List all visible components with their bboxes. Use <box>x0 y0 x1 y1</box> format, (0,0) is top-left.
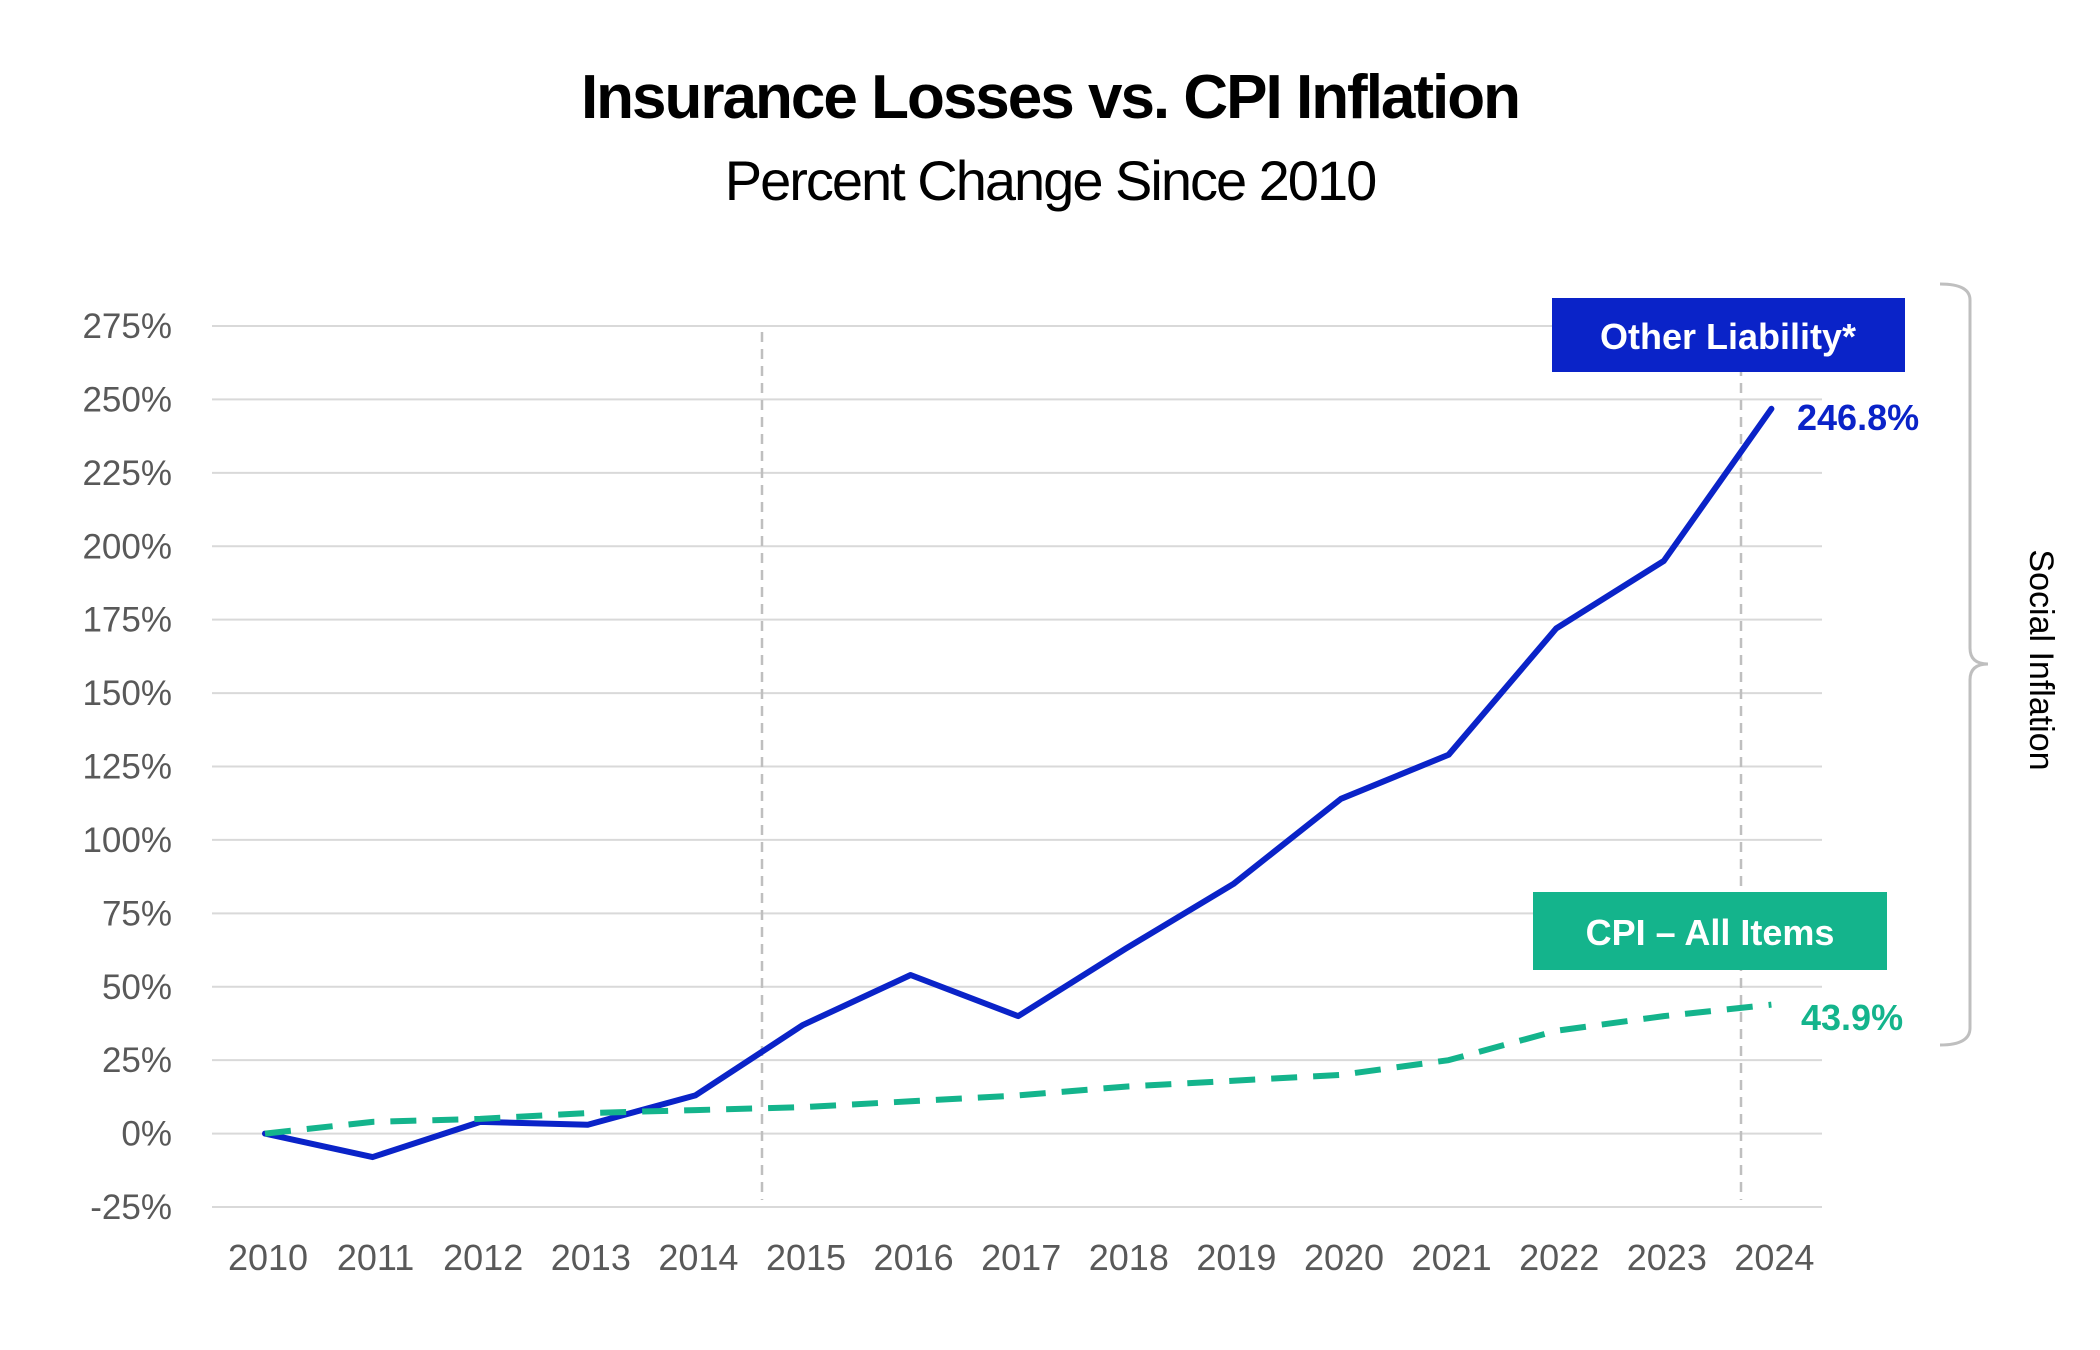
y-tick-label: 50% <box>102 968 172 1007</box>
legend: Other Liability* CPI – All Items <box>1533 298 1905 970</box>
y-tick-label: 275% <box>82 307 172 346</box>
bracket-label: Social Inflation <box>2022 549 2060 770</box>
x-tick-label: 2017 <box>981 1237 1061 1278</box>
y-tick-label: 150% <box>82 674 172 713</box>
y-tick-label: 225% <box>82 454 172 493</box>
y-tick-label: 175% <box>82 601 172 640</box>
series-line-cpi <box>264 1001 1772 1137</box>
chart-subtitle: Percent Change Since 2010 <box>724 149 1378 212</box>
chart-title: Insurance Losses vs. CPI Inflation <box>580 63 1521 132</box>
series-line-other-liability <box>262 405 1775 1161</box>
y-tick-label: 125% <box>82 748 172 787</box>
x-tick-label: 2023 <box>1627 1237 1707 1278</box>
x-tick-label: 2022 <box>1519 1237 1599 1278</box>
bracket-shape <box>1939 282 1989 1047</box>
x-tick-label: 2019 <box>1196 1237 1276 1278</box>
y-tick-label: 100% <box>82 821 172 860</box>
x-tick-label: 2013 <box>551 1237 631 1278</box>
x-tick-label: 2012 <box>443 1237 523 1278</box>
gridlines <box>212 325 1822 1208</box>
y-tick-label: 0% <box>121 1115 172 1154</box>
x-tick-label: 2018 <box>1089 1237 1169 1278</box>
y-tick-label: 200% <box>82 527 172 566</box>
x-tick-label: 2010 <box>228 1237 308 1278</box>
y-tick-label: 25% <box>102 1041 172 1080</box>
end-label-cpi: 43.9% <box>1801 997 1903 1038</box>
end-label-other-liability: 246.8% <box>1797 397 1919 438</box>
x-tick-label: 2014 <box>658 1237 738 1278</box>
social-inflation-bracket: Social Inflation <box>1939 282 2060 1047</box>
x-tick-label: 2021 <box>1412 1237 1492 1278</box>
x-tick-label: 2020 <box>1304 1237 1384 1278</box>
legend-box-other-liability <box>1552 298 1905 372</box>
legend-box-cpi <box>1533 892 1887 970</box>
series-lines <box>262 405 1775 1161</box>
x-tick-label: 2016 <box>874 1237 954 1278</box>
x-tick-label: 2015 <box>766 1237 846 1278</box>
end-labels: 246.8% 43.9% <box>1797 397 1919 1038</box>
legend-label-cpi: CPI – All Items <box>1586 912 1835 953</box>
x-tick-label: 2011 <box>337 1237 414 1278</box>
y-axis-ticks: 275% 250% 225% 200% 175% 150% 125% 100% 75% 50% 25… <box>82 307 172 1227</box>
legend-label-other-liability: Other Liability* <box>1600 316 1856 357</box>
x-tick-label: 2024 <box>1734 1237 1814 1278</box>
y-tick-label: 75% <box>102 894 172 933</box>
x-axis-ticks: 2010 2011 2012 2013 2014 2015 2016 2017 2018 2019… <box>228 1237 1814 1278</box>
y-tick-label: -25% <box>90 1188 172 1227</box>
y-tick-label: 250% <box>82 380 172 419</box>
